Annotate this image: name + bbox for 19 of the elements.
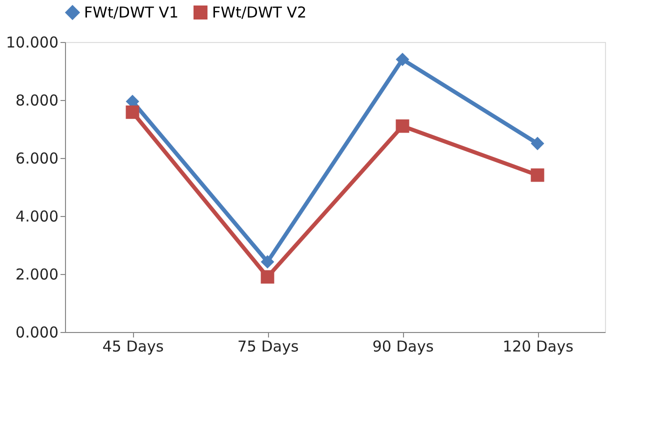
y-tick-label: 8.000	[16, 92, 58, 110]
legend-label: FWt/DWT V1	[84, 4, 179, 22]
legend-label: FWt/DWT V2	[212, 4, 307, 22]
y-tick-label: 6.000	[16, 150, 58, 168]
point	[530, 168, 544, 182]
point	[396, 52, 410, 66]
x-tick-label: 120 Days	[502, 338, 574, 356]
x-tick-label: 45 Days	[102, 338, 164, 356]
point	[126, 105, 140, 119]
y-tick-label: 4.000	[16, 208, 58, 226]
y-tick-label: 2.000	[16, 266, 58, 284]
y-tick-label: 10.000	[6, 34, 58, 52]
point	[396, 119, 410, 133]
y-tick-label: 0.000	[16, 324, 58, 342]
x-tick-label: 75 Days	[237, 338, 299, 356]
point	[530, 136, 544, 150]
point	[260, 270, 274, 284]
x-tick-label: 90 Days	[372, 338, 434, 356]
point	[260, 255, 274, 269]
